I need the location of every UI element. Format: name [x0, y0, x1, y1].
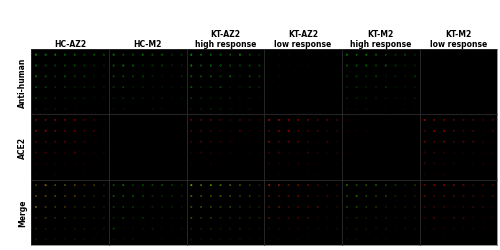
Text: KT-AZ2
high response: KT-AZ2 high response	[194, 30, 256, 49]
Text: ACE2: ACE2	[18, 136, 27, 158]
Text: HC-AZ2: HC-AZ2	[54, 40, 86, 49]
Text: HC-M2: HC-M2	[134, 40, 162, 49]
Text: Merge: Merge	[18, 199, 27, 226]
Text: KT-M2
low response: KT-M2 low response	[430, 30, 487, 49]
Text: KT-AZ2
low response: KT-AZ2 low response	[274, 30, 332, 49]
Text: Anti-human: Anti-human	[18, 58, 27, 108]
Text: KT-M2
high response: KT-M2 high response	[350, 30, 412, 49]
